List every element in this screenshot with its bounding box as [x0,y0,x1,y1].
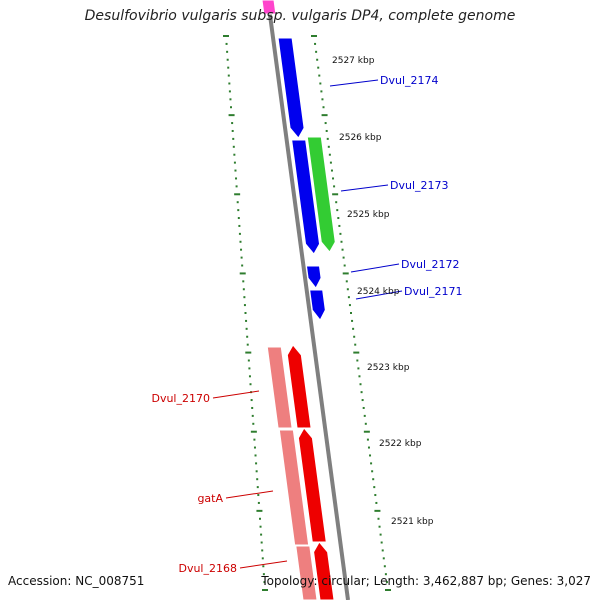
gene-label-leader-line [355,290,403,300]
accession-text: Accession: NC_008751 [8,574,145,588]
gene-label-leader-line [212,390,260,399]
gene-label-leader-line [350,263,400,273]
gene-label: Dvul_2174 [380,74,439,87]
gene-arrow-dvul-2173-blue [291,139,321,255]
gene-label-leader-line [340,184,389,192]
partial-gene-top-right [261,0,277,15]
gene-label: Dvul_2170 [151,392,210,405]
scale-label: 2525 kbp [347,210,390,220]
gene-arrow-dvul-2174 [277,37,305,139]
scale-label: 2523 kbp [367,363,410,373]
gene-label: Dvul_2173 [390,179,449,192]
gene-label: Dvul_2171 [404,285,463,298]
gene-label-leader-line [329,79,379,87]
genome-backbone-line [266,0,350,600]
gene-arrow-dvul-2172 [305,265,322,289]
map-title: Desulfovibrio vulgaris subsp. vulgaris D… [84,8,516,24]
genome-stats-text: Topology: circular; Length: 3,462,887 bp… [261,574,591,588]
scale-label: 2526 kbp [339,133,382,143]
gene-label-leader-line [225,490,274,499]
scale-label: 2524 kbp [357,287,400,297]
gene-arrow-dvul-2173-green [306,136,336,253]
gene-label: Dvul_2168 [178,562,237,575]
scale-label: 2522 kbp [379,439,422,449]
gene-arrow-dvul-2168-pink [295,545,318,600]
gene-arrow-dvul-2170-pink [266,346,293,429]
scale-label: 2521 kbp [391,517,434,527]
gene-label: gatA [197,492,223,505]
gene-label: Dvul_2172 [401,258,460,271]
gene-arrow-dvul-2168 [313,541,335,600]
gene-label-leader-line [239,560,288,569]
gene-arrow-gata-pink [278,429,310,546]
scale-label: 2527 kbp [332,56,375,66]
gene-arrow-dvul-2171 [309,289,326,321]
